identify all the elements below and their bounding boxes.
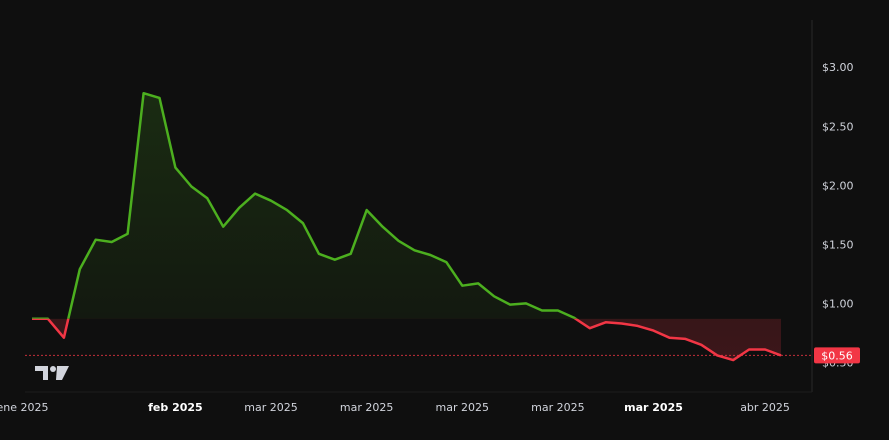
x-tick-label: feb 2025 [148,401,203,414]
x-tick-label: mar 2025 [624,401,683,414]
last-price-label: $0.56 [821,349,853,362]
last-price-badge: $0.56 [814,347,860,364]
last-price-badge-bg [814,347,860,364]
price-lines [32,91,782,362]
price-line-below-baseline [32,318,782,362]
x-tick-label: mar 2025 [436,401,489,414]
y-tick-label: $1.00 [822,297,854,310]
x-tick-label: ene 2025 [0,401,48,414]
y-tick-label: $2.50 [822,120,854,133]
x-tick-label: mar 2025 [244,401,297,414]
y-axis-ticks: $3.00$2.50$2.00$1.50$1.00$0.50 [822,61,854,369]
x-tick-label: abr 2025 [740,401,790,414]
price-line-above-baseline [32,91,578,319]
plot-area [25,20,813,393]
area-fills [32,93,781,361]
y-tick-label: $3.00 [822,61,854,74]
y-tick-label: $2.00 [822,179,854,192]
area-fill-above-baseline [68,93,576,319]
y-tick-label: $1.50 [822,238,854,251]
x-axis-ticks: ene 2025 feb 2025 mar 2025 mar 2025 mar 2025… [0,401,790,414]
x-tick-label: mar 2025 [340,401,393,414]
x-tick-label: mar 2025 [531,401,584,414]
area-fill-below-baseline [32,318,781,361]
tradingview-logo-icon [35,366,69,380]
